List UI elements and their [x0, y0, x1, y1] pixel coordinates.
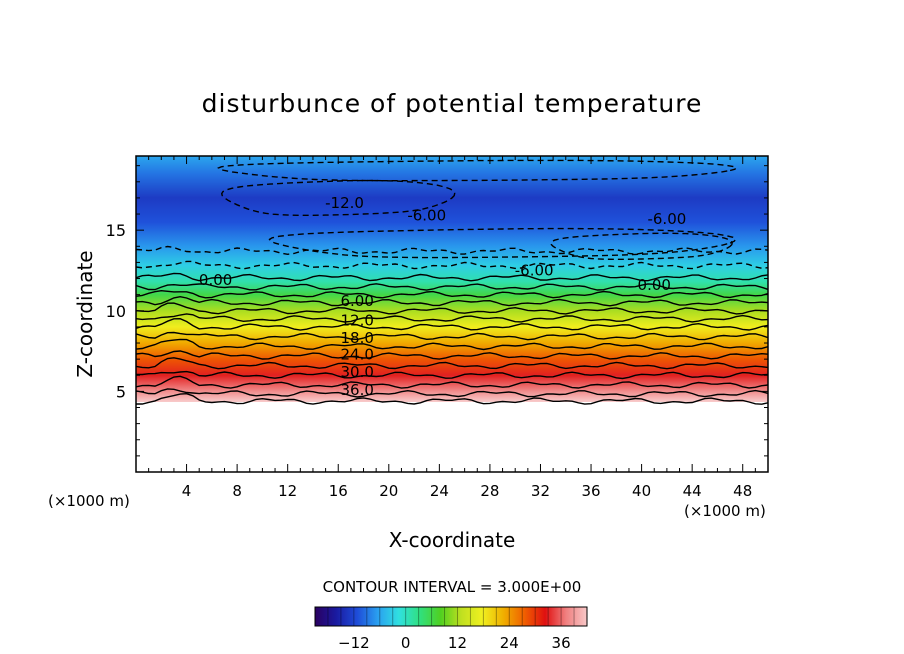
- contour-label: 12.0: [340, 311, 373, 329]
- x-tick-label: 40: [632, 482, 651, 500]
- contour-label: 6.00: [340, 292, 373, 310]
- contour-label: 24.0: [340, 345, 373, 363]
- contour-interval-label: CONTOUR INTERVAL = 3.000E+00: [323, 578, 582, 596]
- chart-title: disturbunce of potential temperature: [202, 89, 703, 118]
- colorbar-frame: [314, 606, 588, 627]
- contour-line: [136, 260, 768, 270]
- contour-label: 18.0: [340, 329, 373, 347]
- contour-line: [136, 313, 768, 323]
- contour-line: [136, 289, 768, 299]
- contour-label: -6.00: [407, 207, 446, 225]
- x-tick-label: 12: [278, 482, 297, 500]
- colorbar-tick-label: 24: [500, 634, 519, 652]
- colorbar-tick-label: 0: [401, 634, 411, 652]
- contour-line: [136, 295, 768, 307]
- y-axis-ticks: 5 10 15: [106, 165, 768, 457]
- contour-line: [136, 388, 768, 398]
- contour-line: [136, 317, 768, 331]
- contour-line: [136, 331, 768, 341]
- x-axis-ticks: 4 8 12 16 20 24 28 32 36 40 44 48: [148, 156, 756, 500]
- contour-label: -6.00: [515, 261, 554, 279]
- colorbar-tick-label: 36: [552, 634, 571, 652]
- y-tick-label: 15: [106, 221, 126, 240]
- contour-line: [220, 179, 456, 216]
- contour-label: -6.00: [647, 210, 686, 228]
- contour-labels: -12.0 -6.00 -6.00 -6.00 0.00 0.00 6.0012.018.0…: [199, 194, 686, 399]
- contour-line: [136, 392, 768, 405]
- contour-lines: [136, 159, 768, 405]
- contour-line: [136, 350, 768, 360]
- y-axis-label: Z-coordinate: [73, 250, 97, 377]
- contour-label: 36.0: [340, 381, 373, 399]
- x-tick-label: 20: [379, 482, 398, 500]
- x-tick-label: 16: [329, 482, 348, 500]
- contour-line: [136, 370, 768, 380]
- y-tick-label: 10: [106, 302, 126, 321]
- contour-line: [136, 283, 768, 291]
- contour-label: 0.00: [199, 271, 232, 289]
- colorbar-tick-label: −12: [338, 634, 370, 652]
- colorbar-ticks: −12 0 12 24 36: [338, 634, 571, 652]
- colorbar-fill: [315, 607, 587, 626]
- contour-line: [217, 159, 738, 182]
- contour-line: [550, 232, 733, 260]
- contour-line: [136, 245, 768, 256]
- plot-area: -12.0 -6.00 -6.00 -6.00 0.00 0.00 6.0012.018.0…: [135, 155, 769, 473]
- x-unit-label: (×1000 m): [684, 502, 766, 520]
- colorbar-tick-label: 12: [448, 634, 467, 652]
- contour-line: [136, 302, 768, 315]
- contour-label: 0.00: [638, 276, 671, 294]
- x-tick-label: 4: [182, 482, 192, 500]
- contour-label: 30.0: [340, 363, 373, 381]
- contour-line: [136, 375, 768, 389]
- y-tick-label: 5: [116, 382, 126, 401]
- colorbar-segments: [314, 607, 588, 626]
- x-tick-label: 24: [430, 482, 449, 500]
- contour-line: [136, 357, 768, 370]
- x-tick-label: 44: [683, 482, 702, 500]
- x-tick-label: 8: [232, 482, 242, 500]
- z-unit-label: (×1000 m): [48, 492, 130, 510]
- x-tick-label: 36: [581, 482, 600, 500]
- contour-line: [136, 272, 768, 282]
- contour-line: [268, 227, 737, 259]
- x-tick-label: 48: [733, 482, 752, 500]
- contour-line: [136, 338, 768, 351]
- colorbar: −12 0 12 24 36: [314, 606, 588, 652]
- x-tick-label: 32: [531, 482, 550, 500]
- x-tick-label: 28: [480, 482, 499, 500]
- x-axis-label: X-coordinate: [389, 528, 516, 552]
- contour-label: -12.0: [325, 194, 364, 212]
- undefined-region: [136, 402, 768, 472]
